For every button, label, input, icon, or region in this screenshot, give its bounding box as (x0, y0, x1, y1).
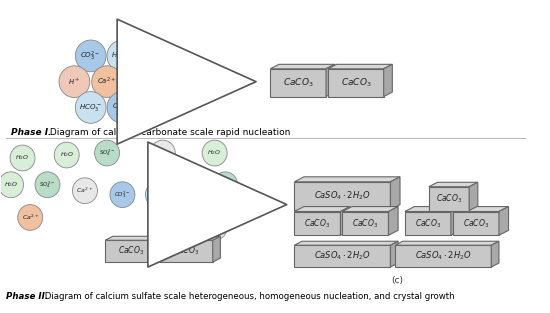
Text: $CaCO_3$: $CaCO_3$ (436, 192, 462, 205)
Polygon shape (294, 177, 400, 182)
Text: Diagram of calcium carbonate scale rapid nucleation: Diagram of calcium carbonate scale rapid… (47, 128, 290, 137)
Circle shape (213, 172, 238, 198)
Polygon shape (499, 207, 509, 235)
Text: $SO_4^{2-}$: $SO_4^{2-}$ (99, 148, 115, 158)
Circle shape (202, 140, 227, 166)
Circle shape (0, 172, 24, 198)
Polygon shape (328, 64, 392, 69)
Text: $CaSO_4 \cdot 2H_2O$: $CaSO_4 \cdot 2H_2O$ (314, 250, 371, 262)
Polygon shape (271, 64, 335, 69)
Text: $CaCO_3$: $CaCO_3$ (118, 245, 145, 257)
Circle shape (35, 172, 60, 198)
Circle shape (75, 92, 106, 123)
Text: (b): (b) (463, 244, 476, 253)
Text: $CaCO_3$: $CaCO_3$ (340, 76, 371, 89)
Circle shape (54, 142, 79, 168)
Text: $CaSO_4 \cdot 2H_2O$: $CaSO_4 \cdot 2H_2O$ (415, 250, 471, 262)
Polygon shape (294, 207, 350, 212)
Text: $CaCO_3$: $CaCO_3$ (304, 217, 331, 230)
Polygon shape (388, 207, 398, 235)
Text: $CaCO_3$: $CaCO_3$ (173, 245, 200, 257)
Circle shape (95, 140, 119, 166)
Text: $H_2O$: $H_2O$ (4, 180, 18, 189)
Text: $HCO_3^-$: $HCO_3^-$ (79, 102, 102, 113)
Circle shape (179, 178, 204, 203)
Text: $H^+$: $H^+$ (134, 76, 146, 87)
Text: $H_2O$: $H_2O$ (15, 154, 30, 162)
Polygon shape (469, 182, 478, 211)
Polygon shape (160, 236, 221, 240)
Text: $CO_3^{2-}$: $CO_3^{2-}$ (80, 49, 101, 63)
Circle shape (18, 205, 43, 230)
Text: $H_2O$: $H_2O$ (207, 149, 222, 157)
Text: $H_2O$: $H_2O$ (59, 151, 74, 159)
Text: $CaCO_3$: $CaCO_3$ (283, 76, 313, 89)
Text: Phase II.: Phase II. (6, 292, 48, 301)
Polygon shape (390, 241, 398, 267)
Polygon shape (405, 207, 460, 212)
Text: (c): (c) (391, 276, 403, 285)
Circle shape (107, 92, 138, 123)
Text: $HCO_3^-$: $HCO_3^-$ (111, 50, 134, 61)
Polygon shape (384, 64, 392, 96)
Polygon shape (343, 207, 398, 212)
Text: $Ca^{2+}$: $Ca^{2+}$ (206, 223, 223, 232)
Polygon shape (451, 207, 460, 235)
Polygon shape (213, 236, 221, 262)
Bar (453, 212, 499, 235)
Bar (271, 69, 326, 96)
Polygon shape (340, 207, 350, 235)
Bar (160, 240, 213, 262)
Bar (343, 212, 388, 235)
Circle shape (107, 40, 138, 72)
Circle shape (10, 145, 35, 171)
Text: $CO_3^{2-}$: $CO_3^{2-}$ (112, 101, 133, 114)
Text: $HCO_3^-$: $HCO_3^-$ (149, 190, 167, 199)
Text: $H_2O$: $H_2O$ (175, 236, 189, 245)
Circle shape (124, 66, 155, 98)
Bar (105, 240, 158, 262)
Polygon shape (395, 241, 499, 245)
Text: $CO_3^{2-}$: $CO_3^{2-}$ (114, 189, 131, 200)
Circle shape (75, 40, 106, 72)
Polygon shape (491, 241, 499, 267)
Polygon shape (326, 64, 335, 96)
Text: $CaCO_3$: $CaCO_3$ (352, 217, 378, 230)
Circle shape (169, 227, 195, 253)
Text: $Ca^{2+}$: $Ca^{2+}$ (21, 213, 39, 222)
Circle shape (92, 66, 123, 98)
Text: $Ca^{2+}$: $Ca^{2+}$ (97, 76, 117, 87)
Text: $Ca^{2+}$: $Ca^{2+}$ (154, 148, 172, 158)
Text: $Ca^{2+}$: $Ca^{2+}$ (76, 186, 94, 195)
Polygon shape (453, 207, 509, 212)
Polygon shape (294, 241, 398, 245)
Circle shape (73, 178, 97, 203)
Text: $SO_4^{2-}$: $SO_4^{2-}$ (40, 179, 56, 190)
Text: $CaSO_4 \cdot 2H_2O$: $CaSO_4 \cdot 2H_2O$ (314, 189, 371, 202)
Bar (294, 212, 340, 235)
Text: Phase I.: Phase I. (11, 128, 52, 137)
Polygon shape (105, 236, 166, 240)
Circle shape (110, 182, 135, 208)
Text: $SO_4^{2-}$: $SO_4^{2-}$ (217, 179, 233, 190)
Polygon shape (429, 182, 478, 187)
Polygon shape (390, 177, 400, 209)
Text: Diagram of calcium sulfate scale heterogeneous, homogeneous nucleation, and crys: Diagram of calcium sulfate scale heterog… (42, 292, 454, 301)
Circle shape (59, 66, 90, 98)
Circle shape (145, 182, 170, 208)
Circle shape (202, 214, 227, 240)
Text: $H^+$: $H^+$ (186, 186, 197, 195)
Bar (429, 187, 469, 211)
Bar (294, 182, 390, 209)
Circle shape (150, 140, 175, 166)
Bar (405, 212, 451, 235)
Text: (a): (a) (333, 244, 346, 253)
Bar (395, 245, 491, 267)
Bar (294, 245, 390, 267)
Polygon shape (158, 236, 166, 262)
Bar (328, 69, 384, 96)
Text: $CaCO_3$: $CaCO_3$ (415, 217, 441, 230)
Text: $CaCO_3$: $CaCO_3$ (463, 217, 489, 230)
Text: $H^+$: $H^+$ (68, 76, 80, 87)
